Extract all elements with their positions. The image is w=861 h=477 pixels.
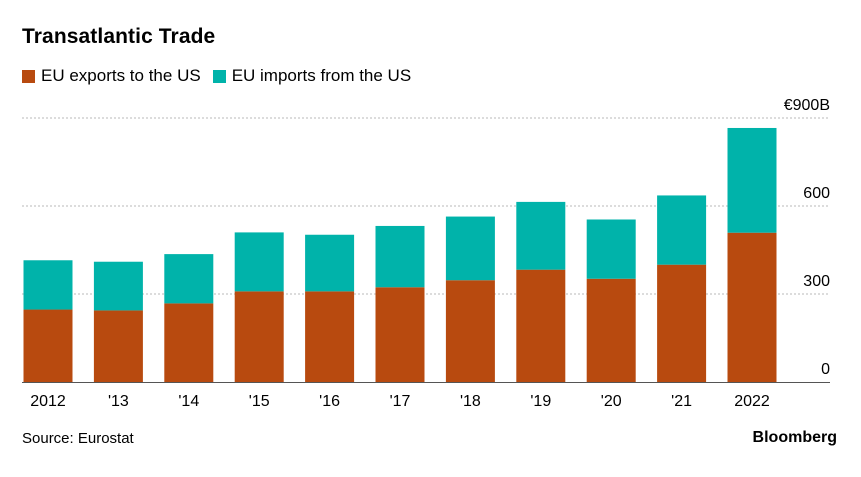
legend-item-exports: EU exports to the US	[22, 66, 201, 86]
legend-swatch-exports	[22, 69, 35, 83]
bar-exports	[657, 264, 707, 382]
legend: EU exports to the US EU imports from the…	[22, 66, 423, 86]
x-tick-label: '13	[108, 393, 129, 410]
bar-imports	[234, 232, 284, 292]
legend-item-imports: EU imports from the US	[212, 66, 412, 86]
x-tick-label: '17	[390, 393, 411, 410]
bar-exports	[93, 310, 143, 382]
x-tick-label: 2022	[734, 393, 770, 410]
bar-imports	[23, 260, 73, 310]
bar-exports	[516, 269, 566, 382]
bar-imports	[164, 254, 214, 304]
x-tick-label: 2012	[30, 393, 66, 410]
legend-label-exports: EU exports to the US	[41, 66, 201, 85]
bar-imports	[445, 216, 495, 281]
x-tick-label: '21	[671, 393, 692, 410]
x-tick-label: '16	[319, 393, 340, 410]
bar-exports	[234, 291, 284, 382]
x-tick-label: '19	[530, 393, 551, 410]
source-note: Source: Eurostat	[22, 430, 134, 447]
brand-logo: Bloomberg	[752, 429, 837, 446]
x-tick-label: '15	[249, 393, 270, 410]
bar-imports	[586, 219, 636, 279]
legend-label-imports: EU imports from the US	[231, 66, 412, 85]
y-tick-label: 0	[821, 361, 830, 378]
bar-imports	[727, 127, 777, 233]
x-tick-label: '14	[178, 393, 199, 410]
bar-exports	[23, 309, 73, 382]
bar-exports	[727, 232, 777, 382]
chart-title: Transatlantic Trade	[22, 25, 216, 48]
bar-imports	[305, 234, 355, 292]
bar-exports	[445, 280, 495, 382]
bar-imports	[657, 195, 707, 265]
bar-exports	[586, 278, 636, 382]
bar-exports	[305, 291, 355, 382]
bar-exports	[164, 303, 214, 382]
y-tick-label: 300	[803, 273, 830, 290]
x-tick-label: '20	[601, 393, 622, 410]
bar-imports	[375, 225, 425, 288]
bar-imports	[516, 201, 566, 270]
x-tick-label: '18	[460, 393, 481, 410]
bar-imports	[93, 261, 143, 311]
y-tick-label: 600	[803, 185, 830, 202]
bar-exports	[375, 287, 425, 382]
legend-swatch-imports	[212, 69, 226, 83]
y-tick-label: €900B	[784, 97, 830, 114]
